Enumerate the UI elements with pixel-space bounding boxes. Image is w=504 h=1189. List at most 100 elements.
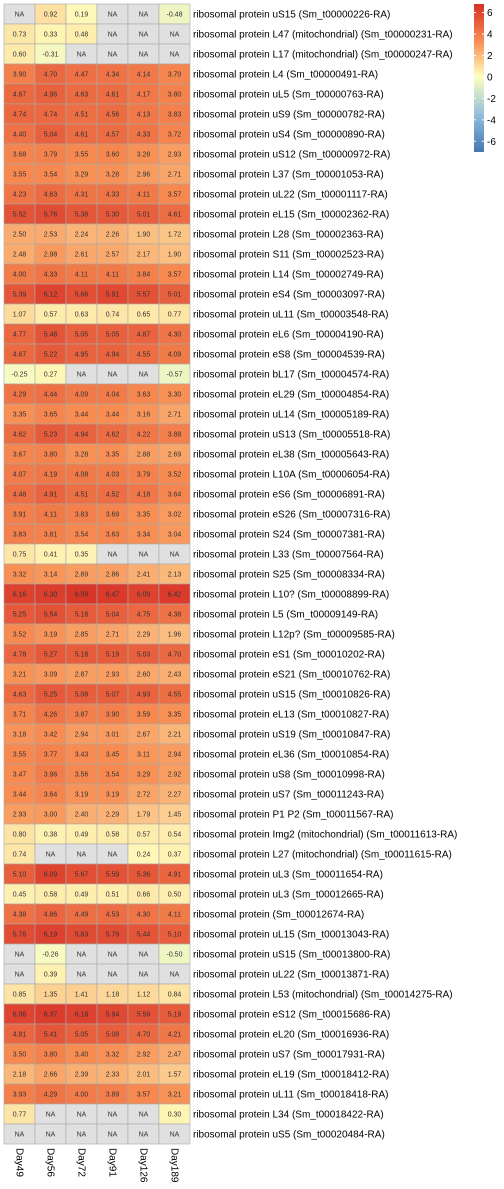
row-label: ribosomal protein S25 (Sm_t00008334-RA) [193, 570, 385, 581]
cell-value-label: 5.03 [137, 652, 151, 659]
row-label: ribosomal protein L34 (Sm_t00018422-RA) [193, 1110, 384, 1121]
cell-value-label: 0.58 [44, 892, 58, 899]
column-labels: Day49 Day56 Day72 Day91 Day126 Day189 [14, 1148, 180, 1183]
cell-value-label: 0.80 [13, 832, 27, 839]
cell-value-label: 2.69 [168, 452, 182, 459]
cell-value-label: 5.08 [75, 692, 89, 699]
row-label: ribosomal protein (Sm_t00012674-RA) [193, 910, 364, 921]
cell-value-label: 3.30 [168, 392, 182, 399]
cell-value-label: 3.88 [168, 432, 182, 439]
cell-value-label: 4.67 [13, 92, 27, 99]
cell-value-label: 3.67 [13, 452, 27, 459]
cell-value-label: 3.44 [75, 412, 89, 419]
cell-value-label: 4.63 [13, 692, 27, 699]
row-label: ribosomal protein uL3 (Sm_t00011654-RA) [193, 870, 383, 881]
legend-tick-label: 4 [487, 30, 493, 41]
legend-tick-label: -4 [487, 115, 496, 126]
cell-value-label: NA [108, 852, 118, 859]
cell-value-label: 3.34 [137, 532, 151, 539]
cell-value-label: 3.47 [13, 772, 27, 779]
cell-value-label: 2.85 [75, 632, 89, 639]
cell-value-label: 3.18 [13, 732, 27, 739]
column-label: Day189 [169, 1148, 180, 1183]
cell-value-label: 2.86 [106, 572, 120, 579]
row-label: ribosomal protein eS1 (Sm_t00010202-RA) [193, 650, 385, 661]
cell-value-label: 0.57 [44, 312, 58, 319]
cell-value-label: NA [15, 972, 25, 979]
cell-value-label: 4.11 [137, 192, 150, 199]
cell-value-label: NA [46, 1132, 56, 1139]
cell-value-label: 0.77 [168, 312, 182, 319]
cell-value-label: 0.39 [44, 972, 58, 979]
cell-value-label: 3.21 [168, 1092, 182, 1099]
cell-value-label: 3.83 [13, 532, 27, 539]
cell-value-label: NA [108, 52, 118, 59]
cell-value-label: 4.70 [44, 72, 58, 79]
cell-value-label: 3.65 [44, 412, 58, 419]
cell-value-label: 0.54 [168, 832, 182, 839]
cell-value-label: 4.34 [106, 72, 120, 79]
cell-value-label: 4.29 [13, 392, 27, 399]
cell-value-label: 0.37 [168, 852, 182, 859]
cell-value-label: 2.92 [137, 1052, 151, 1059]
cell-value-label: 6.06 [13, 1012, 27, 1019]
cell-value-label: 3.68 [13, 152, 27, 159]
cell-value-label: 2.01 [137, 1072, 151, 1079]
row-label: ribosomal protein L4 (Sm_t00000491-RA) [193, 70, 378, 81]
row-label: ribosomal protein uL15 (Sm_t00013043-RA) [193, 930, 389, 941]
row-label: ribosomal protein eL6 (Sm_t00004190-RA) [193, 330, 384, 341]
cell-value-label: 0.45 [13, 892, 27, 899]
row-label: ribosomal protein uL3 (Sm_t00012665-RA) [193, 890, 384, 901]
cell-value-label: 4.22 [137, 432, 151, 439]
cell-value-label: 5.22 [44, 352, 58, 359]
row-label: ribosomal protein eS6 (Sm_t00006891-RA) [193, 490, 385, 501]
cell-value-label: NA [108, 1132, 118, 1139]
cell-value-label: 3.64 [44, 792, 58, 799]
row-label: ribosomal protein eS21 (Sm_t00010762-RA) [193, 670, 390, 681]
cell-value-label: 2.24 [75, 232, 89, 239]
row-label: ribosomal protein L53 (mitochondrial) (S… [193, 990, 453, 1001]
cell-value-label: 2.33 [106, 1072, 120, 1079]
row-label: ribosomal protein L5 (Sm_t00009149-RA) [193, 610, 378, 621]
cell-value-label: 0.66 [137, 892, 151, 899]
cell-value-label: 4.67 [13, 352, 27, 359]
cell-value-label: 4.18 [137, 492, 151, 499]
cell-value-label: NA [139, 552, 149, 559]
cell-value-label: 0.24 [137, 852, 151, 859]
cell-value-label: 5.10 [168, 932, 182, 939]
row-label: ribosomal protein eL36 (Sm_t00010854-RA) [193, 750, 389, 761]
cell-value-label: 3.35 [168, 712, 182, 719]
cell-value-label: NA [170, 1132, 180, 1139]
cell-value-label: NA [108, 32, 118, 39]
cell-value-label: 2.94 [168, 752, 182, 759]
cell-value-label: 4.49 [75, 912, 89, 919]
cell-value-label: 4.61 [106, 92, 120, 99]
cell-value-label: NA [15, 1132, 25, 1139]
cell-value-label: 5.01 [137, 212, 151, 219]
cell-value-label: 3.56 [75, 772, 89, 779]
cell-value-label: 5.76 [44, 212, 58, 219]
row-label: ribosomal protein bL17 (Sm_t00004574-RA) [193, 370, 389, 381]
cell-value-label: 4.74 [13, 112, 27, 119]
cell-value-label: 3.60 [106, 152, 120, 159]
cell-value-label: NA [77, 852, 87, 859]
row-label: ribosomal protein uL14 (Sm_t00005189-RA) [193, 410, 389, 421]
cell-value-label: 3.21 [13, 672, 27, 679]
cell-value-label: 5.44 [137, 932, 151, 939]
cell-value-label: 4.31 [75, 192, 89, 199]
cell-value-label: 5.19 [168, 1012, 182, 1019]
cell-value-label: 5.07 [106, 692, 120, 699]
cell-value-label: 1.41 [75, 992, 89, 999]
cell-value-label: 2.50 [13, 232, 27, 239]
cell-value-label: 1.35 [44, 992, 58, 999]
cell-value-label: 2.93 [13, 812, 27, 819]
row-label: ribosomal protein eL19 (Sm_t00018412-RA) [193, 1070, 389, 1081]
cell-value-label: 4.38 [168, 612, 182, 619]
row-label: ribosomal protein uS9 (Sm_t00000782-RA) [193, 110, 385, 121]
cell-value-label: 3.29 [75, 172, 89, 179]
legend-tick-label: -6 [487, 137, 496, 148]
cell-value-label: 2.61 [75, 252, 89, 259]
cell-value-label: 3.63 [106, 532, 120, 539]
cell-value-label: NA [139, 1132, 149, 1139]
cell-value-label: 4.78 [13, 652, 27, 659]
